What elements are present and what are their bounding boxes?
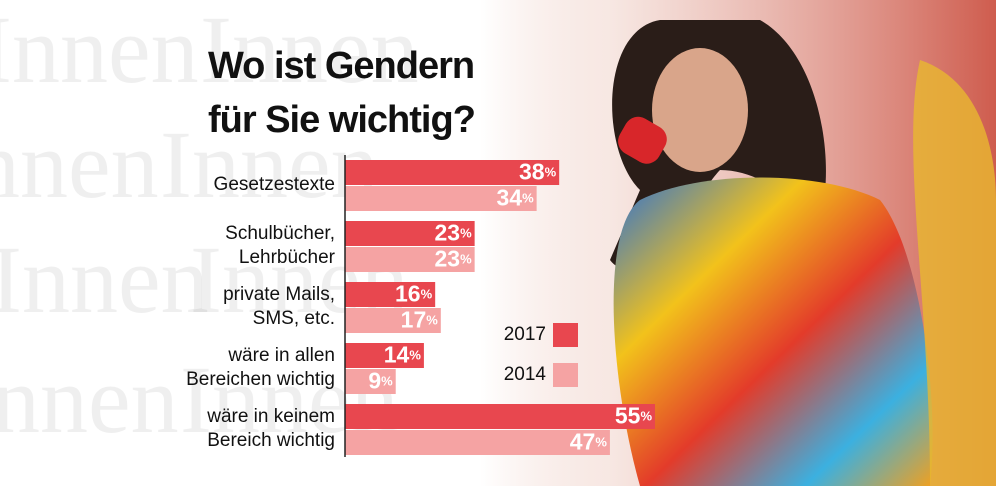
legend-swatch xyxy=(553,363,578,387)
photo-person xyxy=(913,60,996,486)
value-label: 16% xyxy=(395,281,433,307)
bar xyxy=(345,430,610,455)
value-label: 38% xyxy=(519,159,557,185)
legend-label: 2014 xyxy=(504,364,547,385)
value-label: 23% xyxy=(434,246,472,272)
plot: Wo ist Gendern für Sie wichtig? Gesetzeste… xyxy=(186,45,655,457)
value-label: 47% xyxy=(570,429,608,455)
category-label: wäre in allen xyxy=(227,345,335,366)
chart-title: Wo ist Gendern xyxy=(208,45,474,87)
category-label: Gesetzestexte xyxy=(214,174,335,195)
bar xyxy=(345,186,537,211)
bar xyxy=(345,404,655,429)
category-label: SMS, etc. xyxy=(253,308,335,329)
bar xyxy=(345,343,424,368)
bar xyxy=(345,160,560,185)
photo-shirt xyxy=(613,177,933,486)
watermark: InnenInnenInnenInnenInnenInnenInnenInnen xyxy=(0,0,419,453)
value-label: 9% xyxy=(368,368,393,394)
watermark-text: Innen xyxy=(0,111,159,218)
category-label: Bereich wichtig xyxy=(207,430,335,451)
chart-title: für Sie wichtig? xyxy=(208,99,475,141)
category-label: private Mails, xyxy=(223,284,335,305)
watermark-text: Innen xyxy=(0,346,179,453)
bar xyxy=(345,282,436,307)
value-label: 34% xyxy=(496,185,534,211)
legend-label: 2017 xyxy=(504,324,546,345)
legend-swatch xyxy=(553,323,578,347)
bar xyxy=(345,221,475,246)
value-label: 23% xyxy=(434,220,472,246)
bar xyxy=(345,308,441,333)
watermark-text: Innen xyxy=(160,111,379,218)
category-label: Lehrbücher xyxy=(239,247,336,268)
watermark-text: Innen xyxy=(200,0,419,103)
bar xyxy=(345,369,396,394)
value-label: 14% xyxy=(384,342,422,368)
photo-face xyxy=(652,48,748,172)
bar xyxy=(345,247,475,272)
category-label: wäre in keinem xyxy=(206,406,335,427)
watermark-text: Innen xyxy=(0,0,199,103)
category-label: Schulbücher, xyxy=(225,223,335,244)
category-label: Bereichen wichtig xyxy=(186,369,335,390)
watermark-text: Innen xyxy=(0,226,209,333)
value-label: 17% xyxy=(401,307,439,333)
value-label: 55% xyxy=(615,403,653,429)
photo-microphone xyxy=(618,116,667,164)
